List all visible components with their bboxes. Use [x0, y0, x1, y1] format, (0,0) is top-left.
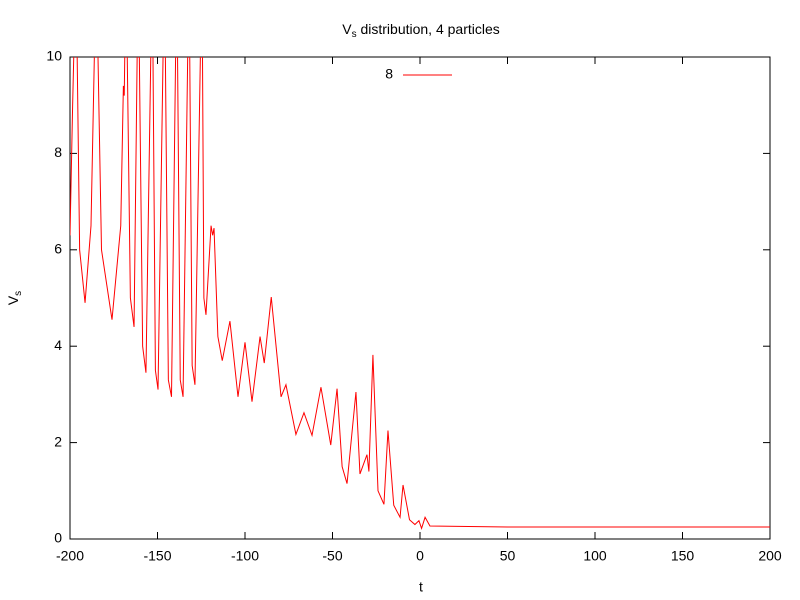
x-tick-label: -200	[56, 548, 84, 564]
ylabel-part: V	[5, 295, 21, 305]
chart-title: Vs distribution, 4 particles	[342, 21, 500, 40]
x-tick-label: 200	[758, 548, 782, 564]
title-part: distribution, 4 particles	[357, 21, 500, 37]
title-subscript: s	[352, 29, 357, 40]
y-tick-label: 10	[46, 48, 62, 64]
x-axis-label: t	[419, 579, 423, 595]
y-tick-label: 8	[54, 144, 62, 160]
y-tick-label: 2	[54, 433, 62, 449]
legend-label: 8	[385, 66, 393, 82]
x-tick-label: 100	[583, 548, 607, 564]
data-line	[70, 57, 770, 531]
y-tick-label: 0	[54, 530, 62, 546]
x-tick-label: -150	[143, 548, 171, 564]
x-tick-label: 50	[500, 548, 516, 564]
y-tick-label: 6	[54, 241, 62, 257]
y-tick-label: 4	[54, 337, 62, 353]
x-tick-label: -100	[231, 548, 259, 564]
title-part: V	[342, 21, 352, 37]
x-tick-label: 0	[416, 548, 424, 564]
x-tick-label: -50	[322, 548, 342, 564]
y-axis-label: Vs	[5, 291, 24, 305]
ylabel-subscript: s	[13, 291, 24, 296]
x-tick-label: 150	[671, 548, 695, 564]
